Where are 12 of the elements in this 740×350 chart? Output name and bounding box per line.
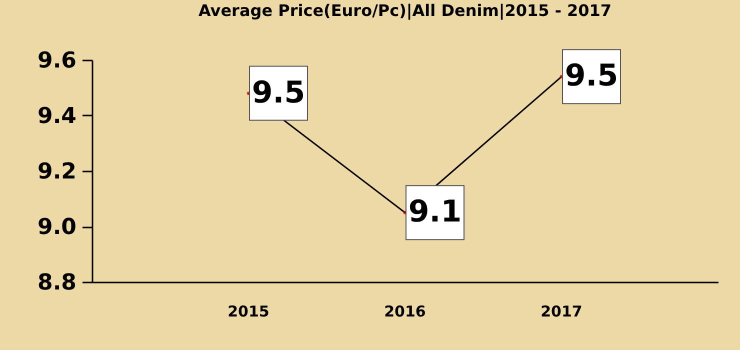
y-tick-label: 8.8 — [38, 270, 76, 296]
y-tick-label: 9.4 — [38, 104, 76, 129]
data-label: 9.1 — [408, 194, 462, 230]
chart-title: Average Price(Euro/Pc)|All Denim|2015 - 2017 — [198, 1, 612, 20]
y-tick-label: 9.6 — [38, 48, 76, 74]
x-tick-label: 2017 — [540, 302, 582, 320]
data-label: 9.5 — [564, 58, 618, 94]
x-tick-label: 2016 — [384, 302, 426, 320]
x-tick-label: 2015 — [228, 302, 270, 320]
y-tick-label: 9.0 — [38, 215, 76, 240]
data-label: 9.5 — [252, 75, 306, 110]
y-tick-label: 9.2 — [38, 160, 76, 184]
